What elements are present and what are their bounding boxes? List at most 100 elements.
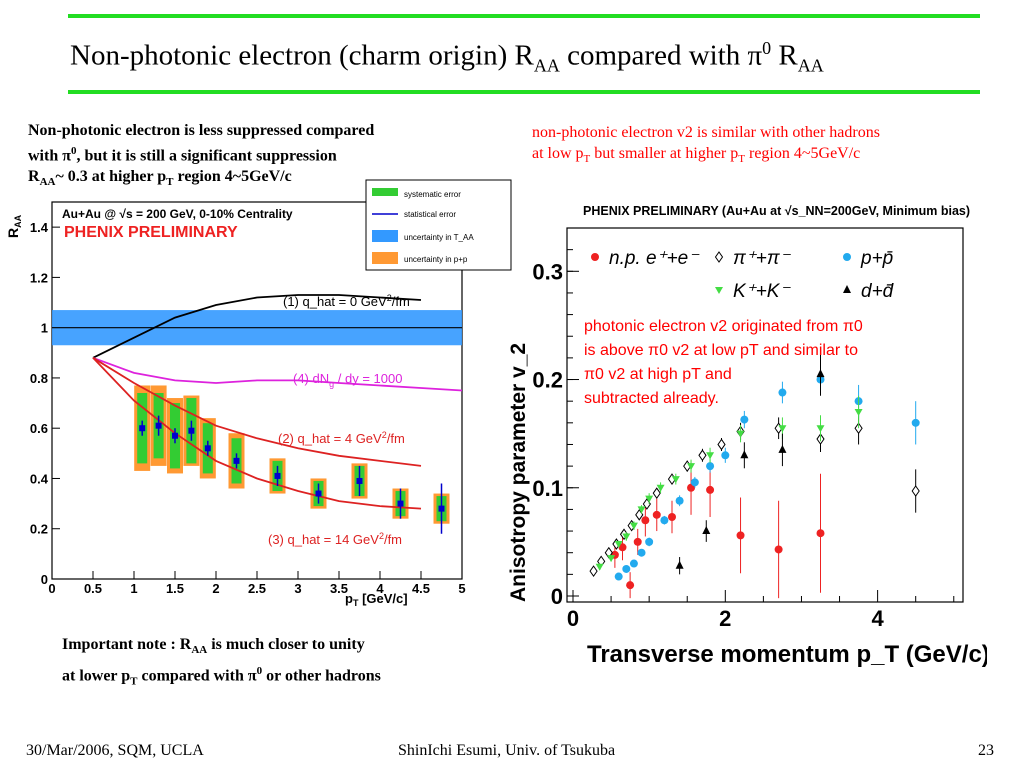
raa-ytick-label: 0.6 bbox=[30, 421, 48, 436]
raa-legend: systematic error statistical error uncerta… bbox=[365, 179, 512, 271]
v2-point bbox=[778, 425, 787, 433]
raa-xtick-label: 0 bbox=[48, 581, 55, 596]
v2-xtick-label: 0 bbox=[567, 606, 579, 631]
v2-annotation-line-4: subtracted already. bbox=[584, 390, 719, 407]
v2-point bbox=[629, 559, 638, 568]
legend-pp-label: uncertainty in p+p bbox=[404, 255, 468, 264]
raa-point bbox=[139, 425, 146, 432]
v2-point bbox=[629, 522, 638, 530]
v2-point bbox=[668, 512, 676, 521]
footer-page-number: 23 bbox=[978, 742, 994, 759]
v2-point bbox=[740, 415, 749, 424]
v2-legend-label-3: p+p̄ bbox=[860, 248, 893, 269]
raa-xtick-label: 2 bbox=[212, 581, 219, 596]
v2-point bbox=[687, 463, 696, 471]
slide-title: Non-photonic electron (charm origin) RAA… bbox=[70, 38, 824, 76]
v2-legend-label-4: K⁺+K⁻ bbox=[733, 281, 791, 302]
raa-ytick-label: 0 bbox=[41, 572, 48, 587]
legend-taa-swatch bbox=[372, 230, 398, 242]
v2-point bbox=[671, 476, 680, 484]
v2-series-5 bbox=[675, 352, 825, 575]
v2-point bbox=[706, 462, 715, 471]
v2-header: PHENIX PRELIMINARY (Au+Au at √s_NN=200Ge… bbox=[583, 204, 970, 218]
v2-point bbox=[690, 478, 699, 487]
v2-annotation: photonic electron v2 originated from π0 i… bbox=[584, 318, 863, 407]
v2-point bbox=[595, 563, 604, 571]
v2-point bbox=[637, 506, 646, 514]
v2-xtick-label: 2 bbox=[719, 606, 731, 631]
v2-legend-marker-3 bbox=[843, 253, 851, 261]
v2-annotation-line-2: is above π0 v2 at low pT and similar to bbox=[584, 342, 858, 359]
v2-ytick-label: 0 bbox=[551, 584, 563, 609]
raa-xtick-label: 1.5 bbox=[166, 581, 184, 596]
raa-point bbox=[397, 500, 404, 507]
v2-point bbox=[622, 533, 631, 541]
right-note: non-photonic electron v2 is similar with… bbox=[532, 124, 880, 166]
v2-point bbox=[637, 548, 646, 557]
v2-point bbox=[911, 418, 920, 427]
raa-curve-label-2: (4) dNg / dy = 1000 bbox=[293, 371, 402, 389]
v2-point bbox=[645, 495, 654, 503]
v2-point bbox=[652, 487, 661, 500]
title-underline bbox=[68, 90, 980, 94]
v2-point bbox=[626, 581, 635, 590]
left-note: Non-photonic electron is less suppressed… bbox=[28, 122, 375, 189]
v2-point bbox=[633, 537, 642, 546]
v2-point bbox=[702, 526, 711, 535]
v2-point bbox=[618, 543, 627, 552]
v2-legend-label-2: π⁺+π⁻ bbox=[733, 248, 792, 269]
raa-xtick-label: 0.5 bbox=[84, 581, 102, 596]
v2-point bbox=[778, 388, 787, 397]
raa-point bbox=[172, 432, 178, 439]
raa-xtick-label: 3 bbox=[294, 581, 301, 596]
v2-point bbox=[736, 531, 745, 540]
v2-point bbox=[854, 409, 863, 416]
top-rule bbox=[68, 14, 980, 18]
raa-point bbox=[204, 445, 211, 452]
v2-point bbox=[717, 438, 726, 451]
v2-point bbox=[622, 564, 631, 573]
v2-point bbox=[675, 496, 684, 505]
v2-point bbox=[698, 449, 707, 462]
v2-point bbox=[778, 444, 787, 453]
v2-point bbox=[614, 572, 623, 581]
raa-ytick-label: 0.8 bbox=[30, 371, 48, 386]
raa-curve-label-1: (1) q_hat = 0 GeV2/fm bbox=[283, 293, 410, 309]
raa-chart: Au+Au @ √s = 200 GeV, 0-10% Centrality P… bbox=[5, 179, 512, 608]
legend-systematic-label: systematic error bbox=[404, 190, 461, 199]
v2-point bbox=[736, 430, 745, 438]
v2-ytick-label: 0.2 bbox=[532, 368, 563, 393]
v2-legend-label-5: d+d̄ bbox=[861, 281, 895, 302]
v2-point bbox=[660, 516, 669, 525]
v2-point bbox=[607, 555, 616, 563]
v2-point bbox=[614, 541, 623, 549]
footer-left: 30/Mar/2006, SQM, UCLA bbox=[26, 742, 204, 759]
v2-legend-marker-1 bbox=[591, 253, 599, 261]
v2-point bbox=[706, 452, 715, 460]
v2-point bbox=[641, 516, 650, 525]
v2-ytick-label: 0.3 bbox=[532, 259, 563, 284]
v2-series-3 bbox=[614, 366, 920, 581]
raa-title: PHENIX PRELIMINARY bbox=[64, 224, 238, 241]
raa-xlabel: pT [GeV/c] bbox=[345, 591, 408, 608]
raa-point bbox=[274, 472, 281, 479]
v2-xtick-label: 4 bbox=[871, 606, 884, 631]
raa-curve-1 bbox=[92, 294, 422, 359]
v2-point bbox=[911, 485, 920, 497]
raa-ytick-label: 1.4 bbox=[30, 220, 49, 235]
raa-xtick-label: 1 bbox=[130, 581, 137, 596]
v2-point bbox=[645, 537, 654, 546]
v2-ytick-label: 0.1 bbox=[532, 476, 563, 501]
raa-xtick-label: 4.5 bbox=[412, 581, 430, 596]
raa-curve-label-3: (2) q_hat = 4 GeV2/fm bbox=[278, 430, 405, 446]
v2-point bbox=[721, 451, 730, 460]
bottom-note: Important note : RAA is much closer to u… bbox=[62, 636, 381, 688]
raa-header: Au+Au @ √s = 200 GeV, 0-10% Centrality bbox=[62, 207, 293, 221]
raa-xtick-label: 4 bbox=[376, 581, 384, 596]
raa-xtick-label: 2.5 bbox=[248, 581, 266, 596]
raa-xtick-label: 5 bbox=[458, 581, 465, 596]
v2-point bbox=[706, 485, 715, 494]
v2-point bbox=[675, 560, 684, 569]
raa-curve-4 bbox=[92, 357, 422, 510]
raa-point bbox=[188, 427, 195, 434]
